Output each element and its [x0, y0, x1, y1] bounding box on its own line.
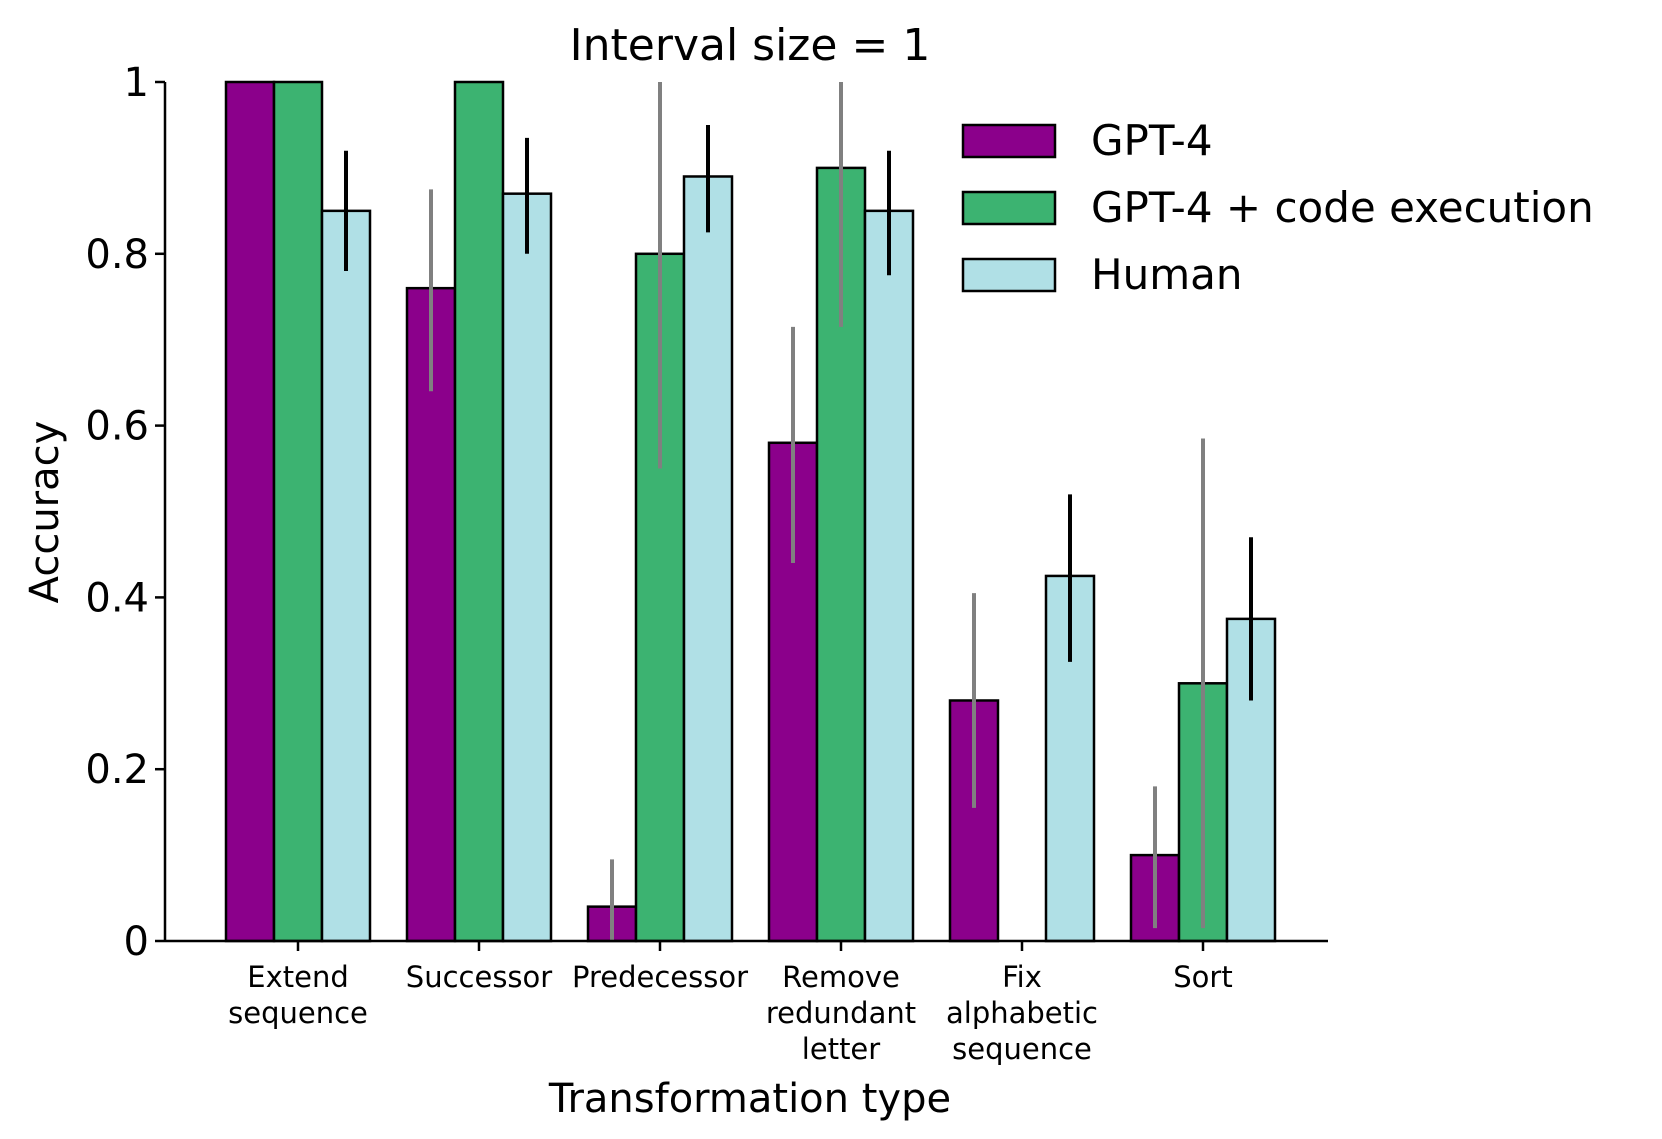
- error-bars: [344, 82, 1253, 941]
- bar: [224, 80, 276, 943]
- x-tick-label: Extend sequence: [228, 960, 368, 1030]
- y-tick-label: 0: [124, 919, 149, 965]
- x-tick-label: Fix alphabetic sequence: [946, 960, 1098, 1066]
- x-tick-label-line: Extend: [247, 960, 349, 994]
- x-axis-label: Transformation type: [548, 1076, 951, 1122]
- y-tick-label: 1: [124, 60, 149, 106]
- legend-label: Human: [1091, 250, 1242, 299]
- legend-label: GPT-4: [1091, 116, 1213, 165]
- bar: [863, 209, 915, 943]
- legend-swatch: [961, 123, 1057, 159]
- bar: [320, 209, 372, 943]
- x-tick-label-line: Successor: [406, 960, 552, 994]
- legend-label: GPT-4 + code execution: [1091, 183, 1594, 232]
- bar: [1225, 617, 1277, 943]
- bar: [501, 192, 553, 943]
- x-tick-label: Remove redundant letter: [766, 960, 916, 1066]
- x-tick-label-line: Sort: [1173, 960, 1232, 994]
- y-tick-label: 0.6: [85, 404, 149, 450]
- y-axis-label: Accuracy: [22, 421, 68, 604]
- x-tick-label-line: sequence: [952, 1032, 1092, 1066]
- x-tick-label-line: Remove: [782, 960, 900, 994]
- y-tick-label: 0.2: [85, 747, 149, 793]
- x-tick-label: Predecessor: [572, 960, 748, 994]
- bar: [272, 80, 324, 943]
- x-tick-label-line: redundant: [766, 996, 916, 1030]
- legend-swatch: [961, 257, 1057, 293]
- y-tick-label: 0.8: [85, 232, 149, 278]
- x-tick-label-line: letter: [802, 1032, 880, 1066]
- y-ticks: 0 0.2 0.4 0.6 0.8 1: [85, 60, 165, 965]
- x-tick-label-line: sequence: [228, 996, 368, 1030]
- x-tick-label-line: Fix: [1002, 960, 1042, 994]
- bar: [682, 175, 734, 943]
- x-tick-label: Successor: [406, 960, 552, 994]
- bar: [453, 80, 505, 943]
- legend-swatch: [961, 190, 1057, 226]
- y-tick-label: 0.4: [85, 575, 149, 621]
- legend: GPT-4 GPT-4 + code execution Human: [961, 116, 1594, 299]
- chart-title: Interval size = 1: [570, 20, 931, 71]
- axes: [163, 82, 1328, 943]
- x-tick-label-line: Predecessor: [572, 960, 748, 994]
- x-tick-label: Sort: [1173, 960, 1232, 994]
- x-tick-label-line: alphabetic: [946, 996, 1098, 1030]
